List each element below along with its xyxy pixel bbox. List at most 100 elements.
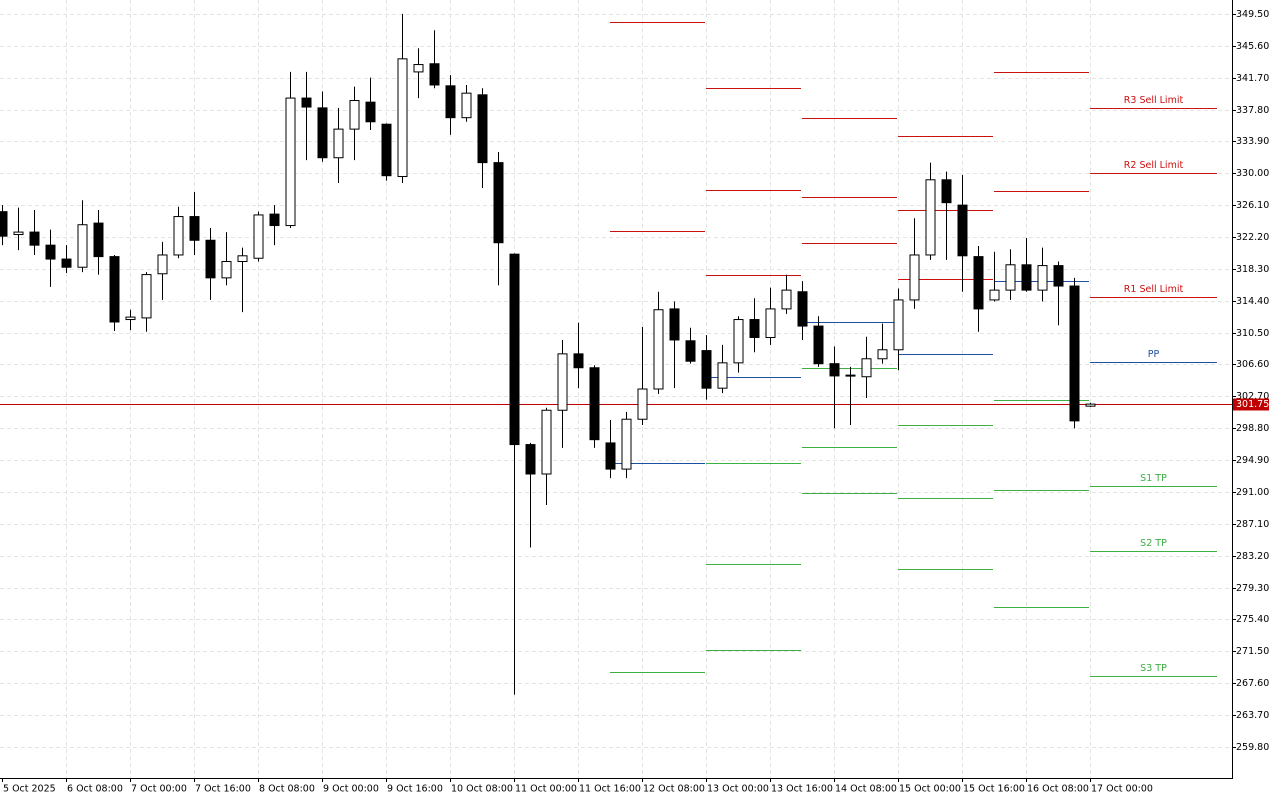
x-tick-label: 17 Oct 00:00 [1091,784,1153,795]
candle-body [973,256,984,310]
y-tick-label: 263.70 [1236,710,1269,721]
candle-body [365,101,376,123]
y-tick-label: 302.70 [1236,391,1269,402]
candle-body [173,216,184,256]
candle-body [685,340,696,362]
candle-body [589,367,600,441]
y-tick-label: 326.10 [1236,200,1269,211]
candle-body [957,204,968,257]
candle-body [13,231,24,236]
x-tick-label: 9 Oct 00:00 [323,784,379,795]
support-level-label: S1 TP [1140,473,1167,484]
level-layer: R1 Sell Limit R2 Sell Limit R3 Sell Limit P… [0,22,1232,677]
x-tick-label: 13 Oct 16:00 [771,784,833,795]
x-tick-label: 14 Oct 08:00 [835,784,897,795]
y-tick-label: 294.90 [1236,455,1269,466]
support-level-label: S3 TP [1140,663,1167,674]
current-price-tag [1233,398,1269,411]
y-tick-label: 275.40 [1236,614,1269,625]
candle-body [573,353,584,369]
y-tick-label: 314.40 [1236,296,1269,307]
candle-body [525,444,536,475]
candle-body [717,362,728,389]
candle-body [29,231,40,246]
grid-layer [0,0,1232,778]
x-tick-label: 16 Oct 08:00 [1027,784,1089,795]
y-tick-label: 341.70 [1236,73,1269,84]
y-tick-label: 271.50 [1236,646,1269,657]
candle-body [285,97,296,227]
candle-body [77,224,88,268]
candle-layer [0,13,1096,695]
candle-body [1037,265,1048,291]
candle-body [221,261,232,279]
candle-body [61,258,72,268]
support-level-label: S2 TP [1140,538,1167,549]
candle-body [845,374,856,377]
x-tick-label: 11 Oct 00:00 [515,784,577,795]
candle-body [253,214,264,259]
x-tick-label: 11 Oct 16:00 [579,784,641,795]
y-tick-label: 283.20 [1236,551,1269,562]
y-tick-label: 267.60 [1236,678,1269,689]
resistance-level-label: R3 Sell Limit [1124,95,1184,106]
candle-body [445,85,456,119]
x-tick-label: 8 Oct 08:00 [259,784,315,795]
candle-body [141,274,152,319]
x-tick-label: 13 Oct 00:00 [707,784,769,795]
candle-body [237,255,248,263]
y-tick-label: 287.10 [1236,519,1269,530]
candle-body [653,309,664,390]
x-tick-label: 6 Oct 08:00 [67,784,123,795]
candle-body [413,64,424,73]
y-tick-label: 298.80 [1236,423,1269,434]
candle-body [797,291,808,327]
y-tick-label: 291.00 [1236,487,1269,498]
y-tick-label: 310.50 [1236,328,1269,339]
candle-body [477,94,488,164]
candle-body [125,316,136,321]
x-tick-label: 12 Oct 08:00 [643,784,705,795]
candle-body [509,253,520,446]
candle-body [93,222,104,258]
y-tick-label: 337.80 [1236,105,1269,116]
x-tick-label: 7 Oct 16:00 [195,784,251,795]
candle-body [893,299,904,351]
candle-body [829,363,840,377]
y-tick-label: 259.80 [1236,742,1269,753]
candle-body [621,418,632,470]
current-price-label: 301.75 [1236,399,1269,410]
candle-body [813,325,824,365]
candle-body [397,58,408,178]
candle-body [557,353,568,411]
candle-body [349,100,360,130]
candle-body [45,244,56,260]
candle-body [493,162,504,244]
y-tick-label: 279.30 [1236,583,1269,594]
x-tick-label: 7 Oct 00:00 [131,784,187,795]
candle-body [429,63,440,86]
candle-body [861,358,872,378]
candle-body [1053,265,1064,287]
candle-body [0,211,8,237]
y-tick-label: 318.30 [1236,264,1269,275]
x-tick-label: 9 Oct 16:00 [387,784,443,795]
candle-body [1069,285,1080,422]
y-tick-label: 330.00 [1236,168,1269,179]
candle-body [1005,264,1016,291]
candle-body [925,179,936,256]
y-tick-label: 349.50 [1236,9,1269,20]
candle-body [669,308,680,341]
candle-body [701,350,712,389]
resistance-level-label: R1 Sell Limit [1124,284,1184,295]
pivot-level-label: PP [1148,349,1160,360]
resistance-level-label: R2 Sell Limit [1124,160,1184,171]
y-tick-label: 345.60 [1236,41,1269,52]
candle-body [189,216,200,241]
candle-body [461,92,472,119]
candle-body [909,254,920,301]
candle-body [157,254,168,275]
candle-body [541,409,552,475]
